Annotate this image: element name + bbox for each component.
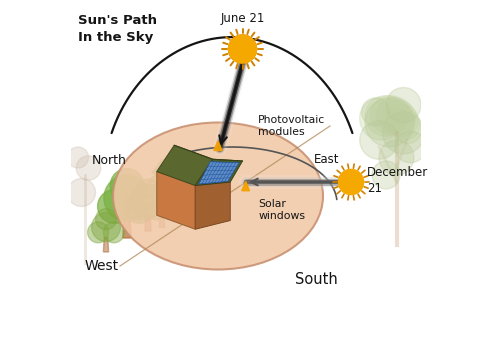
Circle shape — [360, 97, 402, 140]
Circle shape — [382, 112, 425, 154]
Polygon shape — [152, 159, 173, 173]
Text: West: West — [85, 259, 119, 273]
Circle shape — [67, 147, 89, 168]
Circle shape — [228, 35, 256, 63]
Circle shape — [360, 121, 398, 159]
Circle shape — [95, 209, 117, 230]
Circle shape — [395, 131, 426, 163]
Polygon shape — [195, 182, 230, 229]
Polygon shape — [145, 214, 151, 231]
Text: North: North — [92, 154, 127, 168]
Circle shape — [126, 195, 151, 220]
Ellipse shape — [113, 122, 323, 270]
Circle shape — [103, 222, 124, 243]
Polygon shape — [157, 145, 213, 186]
Polygon shape — [145, 199, 179, 213]
Polygon shape — [123, 215, 131, 238]
Circle shape — [365, 98, 414, 147]
Circle shape — [394, 116, 422, 144]
Circle shape — [228, 34, 257, 64]
Circle shape — [145, 195, 170, 220]
Circle shape — [131, 184, 165, 218]
Circle shape — [67, 178, 95, 206]
Circle shape — [135, 179, 160, 204]
Circle shape — [97, 190, 131, 223]
Circle shape — [379, 140, 414, 175]
Circle shape — [372, 161, 400, 189]
Circle shape — [371, 96, 409, 134]
Circle shape — [365, 96, 406, 136]
Circle shape — [362, 98, 390, 126]
Polygon shape — [214, 141, 222, 150]
Polygon shape — [147, 168, 177, 182]
Circle shape — [92, 212, 121, 241]
Polygon shape — [199, 162, 239, 184]
Polygon shape — [142, 189, 183, 203]
Circle shape — [88, 222, 109, 243]
Polygon shape — [103, 238, 109, 252]
Circle shape — [390, 110, 420, 140]
Polygon shape — [144, 178, 180, 192]
Text: South: South — [295, 273, 338, 287]
Text: Photovoltaic
modules: Photovoltaic modules — [258, 115, 326, 137]
Circle shape — [76, 156, 101, 180]
Circle shape — [104, 175, 150, 221]
Text: Sun's Path
In the Sky: Sun's Path In the Sky — [78, 14, 157, 44]
Polygon shape — [157, 172, 195, 229]
Circle shape — [123, 190, 156, 223]
Polygon shape — [195, 159, 243, 186]
Text: December
21: December 21 — [367, 166, 428, 195]
Text: East: East — [314, 153, 340, 166]
Circle shape — [386, 104, 418, 136]
Circle shape — [110, 169, 144, 202]
Circle shape — [338, 169, 364, 195]
Text: June 21: June 21 — [220, 12, 265, 25]
Circle shape — [381, 100, 416, 134]
Circle shape — [386, 88, 421, 122]
Circle shape — [376, 97, 413, 134]
Polygon shape — [242, 181, 249, 191]
Text: Solar
windows: Solar windows — [258, 199, 305, 221]
Polygon shape — [159, 214, 165, 228]
